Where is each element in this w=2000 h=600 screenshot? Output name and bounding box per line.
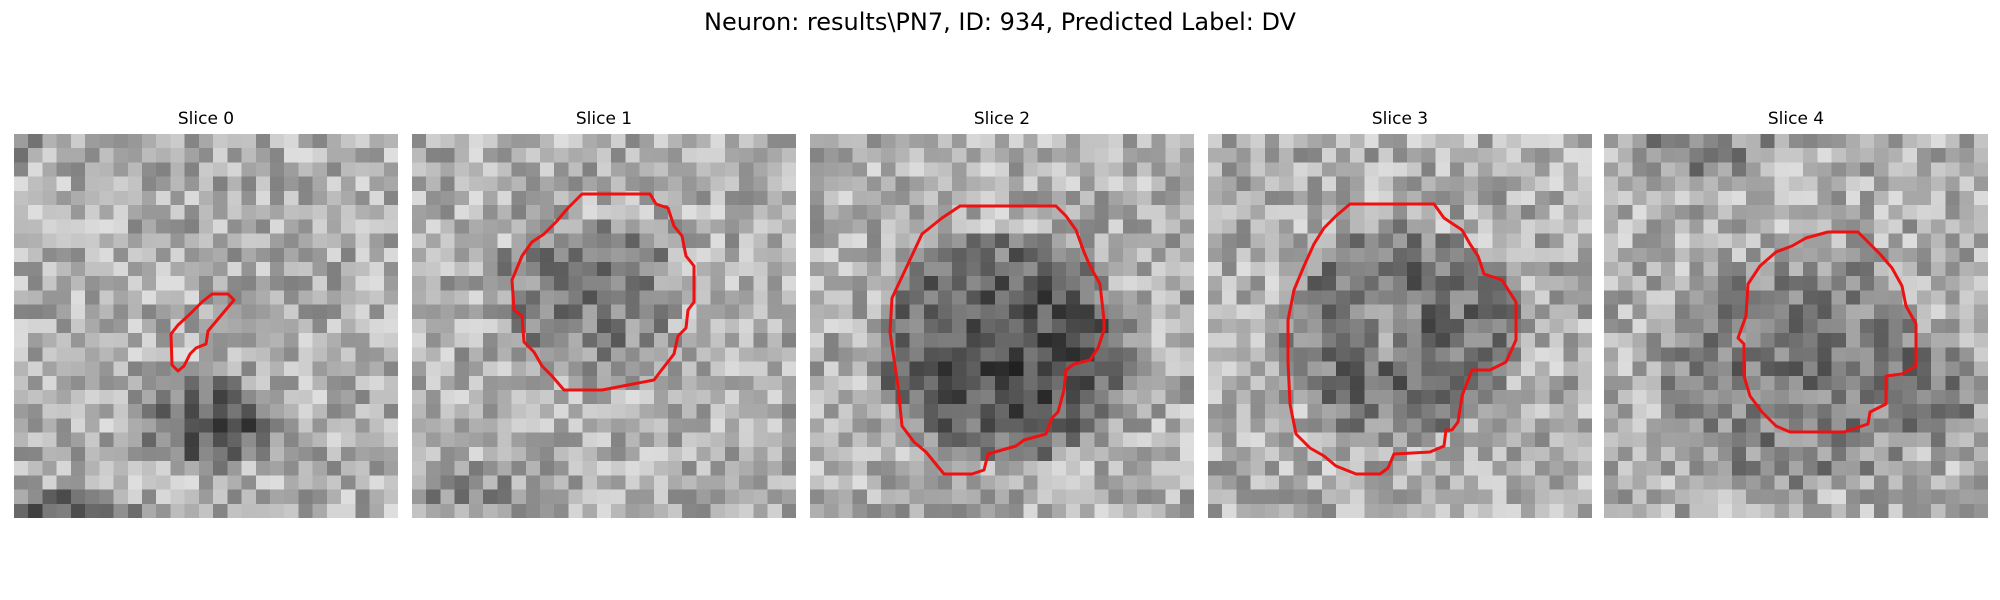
roi-contour xyxy=(510,192,696,392)
slice-panel-4: Slice 4 xyxy=(1604,108,1988,518)
figure-title: Neuron: results\PN7, ID: 934, Predicted … xyxy=(704,8,1296,36)
pixel-grid xyxy=(810,134,1194,518)
pixel-grid xyxy=(1604,134,1988,518)
slice-image-1 xyxy=(412,134,796,518)
slice-title: Slice 1 xyxy=(575,109,633,129)
slice-title: Slice 0 xyxy=(177,109,235,129)
pixel-grid xyxy=(14,134,398,518)
slice-image-2 xyxy=(810,134,1194,518)
slice-title: Slice 4 xyxy=(1767,109,1825,129)
slice-panel-3: Slice 3 xyxy=(1208,108,1592,518)
roi-contour xyxy=(888,204,1106,476)
slice-image-0 xyxy=(14,134,398,518)
pixel-grid xyxy=(1208,134,1592,518)
slice-panel-0: Slice 0 xyxy=(14,108,398,518)
roi-contour xyxy=(1286,202,1518,476)
pixel-grid xyxy=(412,134,796,518)
roi-contour xyxy=(169,292,236,373)
slice-title: Slice 2 xyxy=(973,109,1031,129)
roi-contour xyxy=(1736,230,1918,434)
slice-image-4 xyxy=(1604,134,1988,518)
slice-title: Slice 3 xyxy=(1371,109,1429,129)
slice-panel-1: Slice 1 xyxy=(412,108,796,518)
slice-image-3 xyxy=(1208,134,1592,518)
slice-panel-2: Slice 2 xyxy=(810,108,1194,518)
